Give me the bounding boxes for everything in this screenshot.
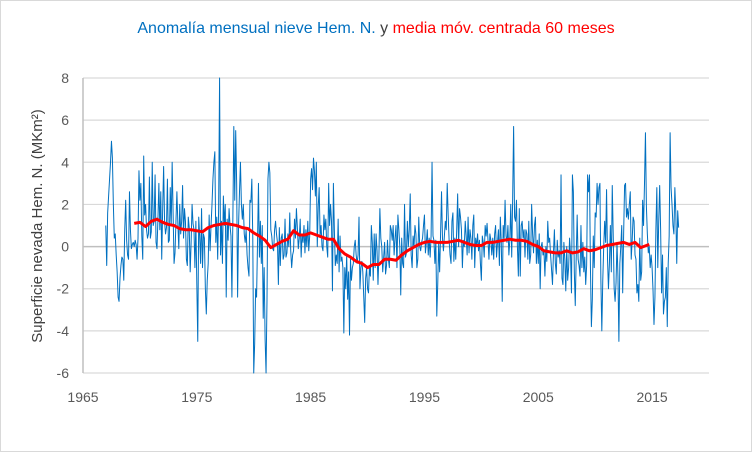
y-tick-label: 6 [61,112,69,128]
y-tick-label: 2 [61,196,69,212]
series-monthly-anomaly-line [105,77,680,374]
y-tick-label: -2 [57,281,70,297]
y-tick-label: 4 [61,154,69,170]
y-tick-label: 8 [61,70,69,86]
title-part-connector: y [375,20,393,37]
y-tick-label: -4 [57,323,70,339]
x-tick-label: 2005 [523,389,554,405]
x-tick-label: 1995 [409,389,440,405]
y-tick-label: -6 [57,365,70,381]
title-part-red: media móv. centrada 60 meses [392,20,615,37]
chart-title: Anomalía mensual nieve Hem. N. y media m… [0,20,752,38]
y-axis-label: Superficie nevada Hem. N. (MKm²) [29,109,46,342]
series-moving-average-line [133,217,650,270]
x-tick-label: 1985 [295,389,326,405]
x-tick-label: 1975 [181,389,212,405]
title-part-blue: Anomalía mensual nieve Hem. N. [137,20,376,37]
x-tick-label: 2015 [637,389,668,405]
y-tick-label: 0 [61,239,69,255]
x-tick-label: 1965 [67,389,98,405]
